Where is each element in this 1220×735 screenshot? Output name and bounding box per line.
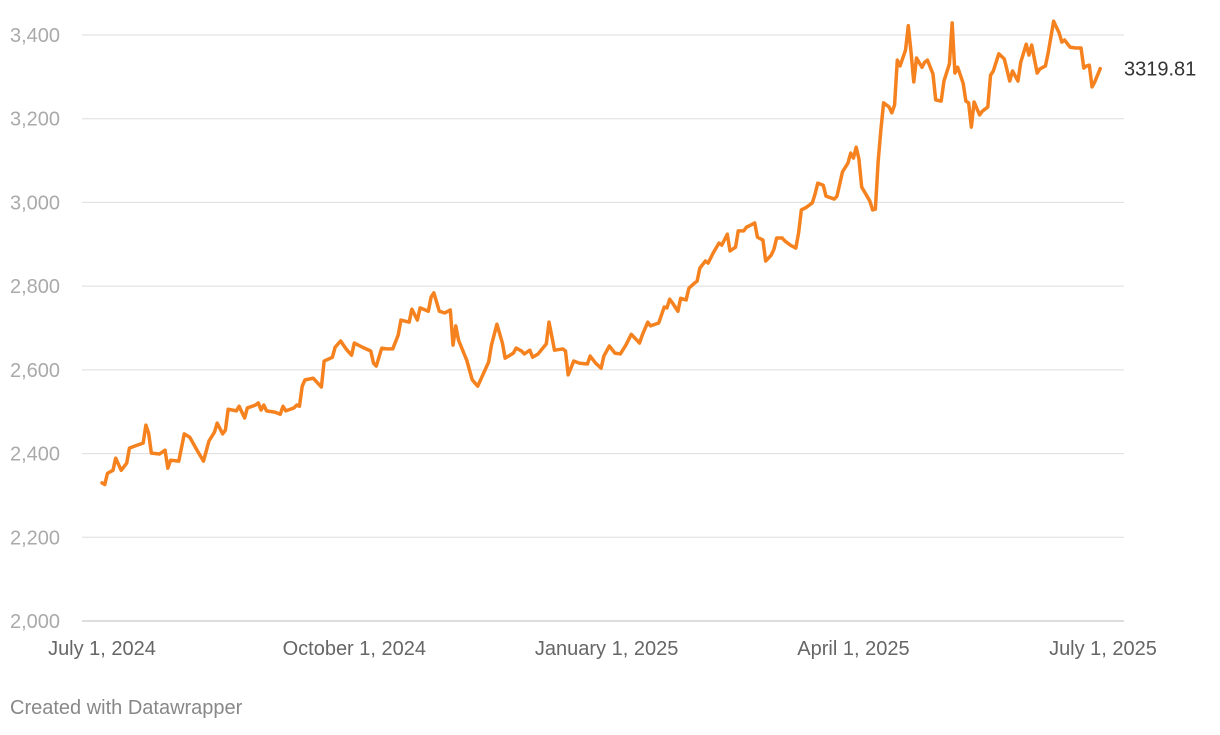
- y-tick-label: 2,200: [10, 527, 60, 549]
- y-tick-label: 2,800: [10, 276, 60, 298]
- y-tick-label: 2,000: [10, 611, 60, 633]
- credit: Created with Datawrapper: [10, 697, 243, 719]
- y-tick-label: 3,400: [10, 25, 60, 47]
- x-tick-label: October 1, 2024: [283, 638, 426, 660]
- y-tick-label: 2,400: [10, 444, 60, 466]
- x-tick-label: January 1, 2025: [535, 638, 678, 660]
- y-tick-label: 3,200: [10, 109, 60, 131]
- line: [100, 19, 1103, 487]
- x-tick-label: July 1, 2025: [1049, 638, 1157, 660]
- x-tick-label: July 1, 2024: [48, 638, 156, 660]
- y-tick-label: 3,000: [10, 192, 60, 214]
- y-tick-label: 2,600: [10, 360, 60, 382]
- end-value-label: 3319.81: [1124, 59, 1196, 81]
- x-tick-label: April 1, 2025: [797, 638, 909, 660]
